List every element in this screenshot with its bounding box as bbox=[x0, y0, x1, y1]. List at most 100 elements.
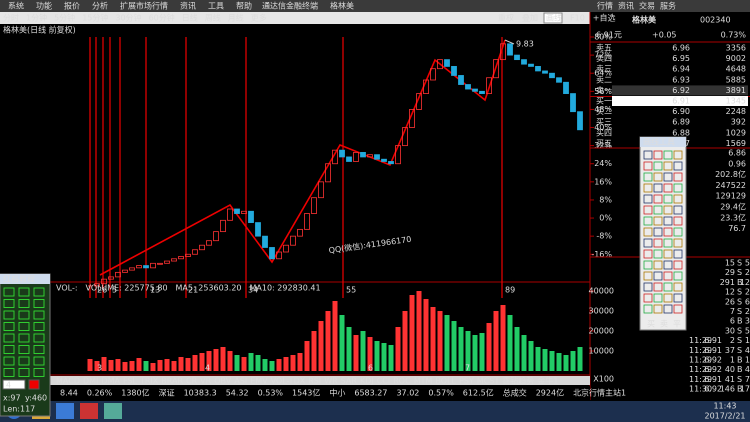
indicator-tab[interactable]: CCI bbox=[377, 377, 391, 386]
period-tab[interactable]: 1分钟 bbox=[26, 13, 47, 23]
tool-button[interactable] bbox=[33, 345, 45, 354]
period-tab[interactable]: 60分钟 bbox=[149, 13, 175, 23]
tool-button[interactable] bbox=[653, 293, 663, 303]
tool-button[interactable] bbox=[643, 183, 653, 193]
tool-button[interactable] bbox=[643, 227, 653, 237]
indicator-tab[interactable]: MTM bbox=[414, 377, 433, 386]
tool-tab[interactable]: 重权 bbox=[498, 13, 514, 23]
taskbar-icon[interactable] bbox=[56, 403, 74, 419]
top-menu-item[interactable]: 交易 bbox=[639, 1, 655, 11]
tool-button[interactable] bbox=[33, 333, 45, 343]
tool-tab[interactable]: 叠加 bbox=[522, 13, 538, 23]
tool-button[interactable] bbox=[653, 216, 663, 226]
tool-button[interactable] bbox=[3, 356, 15, 366]
tool-button[interactable] bbox=[643, 238, 653, 248]
tool-button[interactable] bbox=[643, 282, 653, 292]
period-tab[interactable]: 30分钟 bbox=[115, 13, 141, 23]
indicator-tab[interactable]: ASI bbox=[234, 377, 247, 386]
menu-item[interactable]: 工具 bbox=[208, 2, 224, 11]
tool-button[interactable] bbox=[673, 161, 683, 171]
tool-tab[interactable]: 画线 bbox=[546, 13, 562, 23]
indicator-tab[interactable]: EMV bbox=[250, 377, 268, 386]
tool-button[interactable] bbox=[673, 194, 683, 204]
tool-button[interactable] bbox=[18, 287, 30, 297]
tool-button[interactable] bbox=[3, 299, 15, 308]
indicator-tab[interactable]: VOL-TDX bbox=[271, 377, 306, 386]
tool-button[interactable] bbox=[663, 172, 673, 182]
tool-button[interactable] bbox=[643, 260, 653, 270]
menu-item[interactable]: 分析 bbox=[92, 1, 108, 11]
tool-button[interactable] bbox=[18, 368, 30, 377]
tool-button[interactable] bbox=[643, 205, 653, 215]
indicator-tab[interactable]: SAR bbox=[341, 377, 358, 386]
tool-button[interactable] bbox=[653, 161, 663, 171]
tool-button[interactable] bbox=[18, 322, 30, 331]
period-tab[interactable]: 15分钟 bbox=[82, 13, 108, 23]
menu-item[interactable]: 扩展市场行情 bbox=[120, 1, 168, 11]
tool-button[interactable] bbox=[673, 260, 683, 270]
tool-button[interactable] bbox=[643, 216, 653, 226]
tool-button[interactable] bbox=[18, 333, 30, 343]
tool-button[interactable] bbox=[653, 249, 663, 259]
tool-button[interactable] bbox=[33, 368, 45, 377]
indicator-tab[interactable]: PSY bbox=[459, 377, 474, 386]
tool-button[interactable] bbox=[673, 172, 683, 182]
tool-button[interactable] bbox=[663, 282, 673, 292]
trade-button[interactable]: 平 bbox=[673, 320, 681, 329]
period-tab[interactable]: 日线 bbox=[182, 13, 198, 23]
indicator-tab[interactable]: DMA bbox=[101, 377, 120, 386]
tool-button[interactable] bbox=[673, 293, 683, 303]
tool-button[interactable] bbox=[663, 194, 673, 204]
tool-button[interactable] bbox=[3, 310, 15, 320]
tool-button[interactable] bbox=[18, 299, 30, 308]
tool-button[interactable] bbox=[33, 322, 45, 331]
tool-button[interactable] bbox=[663, 161, 673, 171]
tool-button[interactable] bbox=[673, 150, 683, 160]
tool-button[interactable] bbox=[643, 271, 653, 281]
tool-button[interactable] bbox=[673, 282, 683, 292]
tool-button[interactable] bbox=[653, 282, 663, 292]
tool-button[interactable] bbox=[18, 345, 30, 354]
tool-button[interactable] bbox=[653, 238, 663, 248]
tool-button[interactable] bbox=[18, 310, 30, 320]
tool-button[interactable] bbox=[663, 293, 673, 303]
indicator-tab[interactable]: RSI bbox=[308, 377, 321, 386]
top-menu-item[interactable]: 服务 bbox=[660, 1, 676, 11]
width-select[interactable] bbox=[2, 379, 26, 390]
tool-button[interactable] bbox=[673, 238, 683, 248]
taskbar-icon[interactable] bbox=[80, 403, 98, 419]
tool-button[interactable] bbox=[663, 249, 673, 259]
indicator-tab[interactable]: TRIX bbox=[139, 377, 159, 386]
tool-button[interactable] bbox=[653, 205, 663, 215]
menu-item[interactable]: 帮助 bbox=[236, 1, 252, 11]
indicator-tab[interactable]: DMI bbox=[83, 377, 98, 386]
period-tab[interactable]: 周线 bbox=[205, 13, 221, 23]
tool-button[interactable] bbox=[673, 205, 683, 215]
indicator-tab[interactable]: CR bbox=[186, 377, 198, 386]
tool-button[interactable] bbox=[643, 304, 653, 314]
tool-button[interactable] bbox=[663, 238, 673, 248]
tool-button[interactable] bbox=[663, 227, 673, 237]
tool-button[interactable] bbox=[643, 194, 653, 204]
tool-button[interactable] bbox=[3, 368, 15, 377]
top-menu-item[interactable]: 行情 bbox=[597, 1, 613, 11]
indicator-tab[interactable]: KDJ bbox=[360, 377, 374, 386]
tool-button[interactable] bbox=[18, 356, 30, 366]
tool-button[interactable] bbox=[33, 310, 45, 320]
tool-button[interactable] bbox=[653, 150, 663, 160]
tool-button[interactable] bbox=[673, 227, 683, 237]
tool-button[interactable] bbox=[3, 322, 15, 331]
trade-button[interactable]: 买 bbox=[647, 320, 655, 329]
tool-button[interactable] bbox=[663, 216, 673, 226]
tool-button[interactable] bbox=[653, 260, 663, 270]
tool-button[interactable] bbox=[33, 299, 45, 308]
menu-item[interactable]: 系统 bbox=[8, 1, 24, 11]
tool-button[interactable] bbox=[643, 249, 653, 259]
trade-button[interactable]: 卖 bbox=[660, 320, 668, 329]
indicator-tab[interactable]: MCST bbox=[477, 377, 500, 386]
menu-item[interactable]: 报价 bbox=[64, 1, 80, 11]
tool-button[interactable] bbox=[643, 150, 653, 160]
indicator-tab[interactable]: FSL bbox=[123, 377, 138, 386]
tool-button[interactable] bbox=[663, 150, 673, 160]
tool-tab[interactable]: F10 bbox=[570, 14, 585, 23]
